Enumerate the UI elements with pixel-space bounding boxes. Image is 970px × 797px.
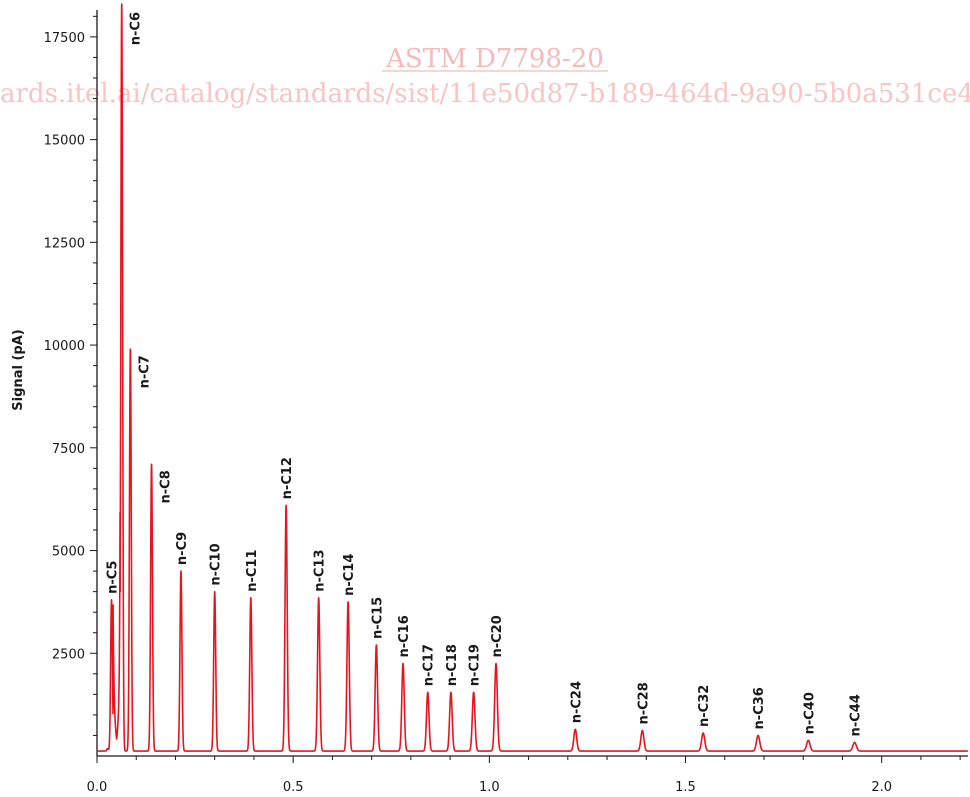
x-tick-label: 2.0 <box>871 780 892 795</box>
peak-label: n-C8 <box>159 470 174 503</box>
x-tick-label: 0.5 <box>283 780 304 795</box>
peak-label: n-C36 <box>752 687 767 729</box>
y-tick-label: 7500 <box>52 442 85 457</box>
signal-trace <box>97 3 969 752</box>
peak-label: n-C44 <box>849 694 864 736</box>
y-tick-label: 17500 <box>44 31 85 46</box>
peak-label: n-C11 <box>245 549 260 591</box>
peak-label: n-C28 <box>636 682 651 724</box>
y-tick-label: 2500 <box>52 647 85 662</box>
y-tick-label: 5000 <box>52 545 85 560</box>
watermark-url: ards.itel.ai/catalog/standards/sist/11e5… <box>0 79 970 109</box>
peak-label: n-C40 <box>802 692 817 734</box>
peak-labels: n-C5 n-C6 n-C7 n-C8 n-C9 n-C10 n-C11 n-C12 n-C13… <box>106 12 864 736</box>
peak-label: n-C17 <box>422 644 437 686</box>
watermark-title: ASTM D7798-20 <box>385 44 604 74</box>
peak-label: n-C19 <box>468 644 483 686</box>
axes: 2500 5000 7500 10000 12500 15000 17500 0.0 0.5 1.… <box>44 10 968 795</box>
x-tick-label: 0.0 <box>87 780 108 795</box>
x-tick-label: 1.5 <box>675 780 696 795</box>
peak-label: n-C24 <box>569 681 584 723</box>
x-tick-label: 1.0 <box>479 780 500 795</box>
peak-label: n-C7 <box>137 355 152 388</box>
peak-label: n-C5 <box>106 561 121 594</box>
peak-label: n-C14 <box>342 554 357 596</box>
peak-label: n-C20 <box>490 615 505 657</box>
y-tick-label: 10000 <box>44 339 85 354</box>
peak-label: n-C16 <box>397 615 412 657</box>
peak-label: n-C32 <box>697 685 712 727</box>
peak-label: n-C6 <box>129 12 144 45</box>
peak-label: n-C15 <box>370 597 385 639</box>
peak-label: n-C13 <box>313 549 328 591</box>
y-axis-title: Signal (pA) <box>11 329 26 410</box>
y-tick-label: 15000 <box>44 134 85 149</box>
watermark: ASTM D7798-20 ards.itel.ai/catalog/stand… <box>0 44 970 109</box>
y-tick-label: 12500 <box>44 236 85 251</box>
peak-label: n-C12 <box>280 457 295 499</box>
plot-area <box>97 3 969 752</box>
peak-label: n-C10 <box>209 543 224 585</box>
peak-label: n-C18 <box>445 644 460 686</box>
peak-label: n-C9 <box>175 532 190 565</box>
